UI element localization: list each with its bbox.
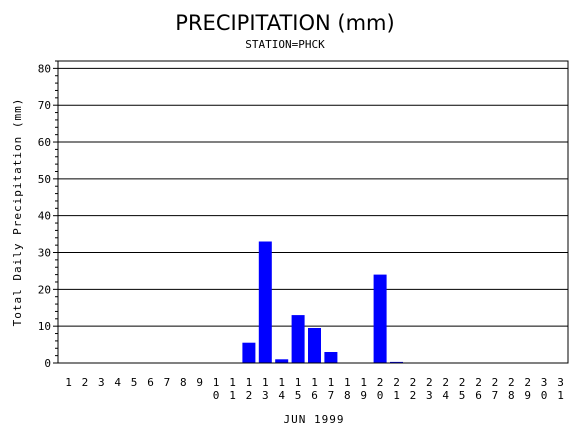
plot-frame xyxy=(57,60,569,364)
bar xyxy=(390,361,403,363)
y-tick-label: 50 xyxy=(38,173,51,186)
y-tick-label: 80 xyxy=(38,62,51,75)
bar xyxy=(373,274,387,363)
y-tick-label: 60 xyxy=(38,136,51,149)
x-tick-label: 7 xyxy=(164,376,171,389)
bar xyxy=(258,241,272,363)
x-tick-label: 8 xyxy=(180,376,187,389)
bars xyxy=(242,241,403,363)
y-axis-label: Total Daily Precipitation (mm) xyxy=(11,98,24,327)
y-tick-label: 20 xyxy=(38,283,51,296)
bar xyxy=(324,352,338,363)
bar xyxy=(291,315,305,363)
bar xyxy=(308,328,321,363)
y-tick-label: 30 xyxy=(38,247,51,260)
x-axis-ticks: 1 2 3 4 5 6 7 8 9 1 01 11 21 31 41 51 61 71 81 92 02 12 22 32 42… xyxy=(65,376,564,402)
bar xyxy=(242,342,256,363)
x-tick-label: 9 xyxy=(196,376,203,389)
y-tick-label: 10 xyxy=(38,320,51,333)
x-tick-label: 2 xyxy=(82,376,89,389)
y-tick-label: 0 xyxy=(44,357,51,370)
chart-subtitle: STATION=PHCK xyxy=(245,38,325,51)
x-tick-label: 3 xyxy=(98,376,105,389)
x-tick-label: 5 xyxy=(131,376,138,389)
x-tick-label: 1 xyxy=(65,376,72,389)
bar xyxy=(275,359,289,363)
y-tick-label: 70 xyxy=(38,99,51,112)
gridlines xyxy=(58,67,568,327)
y-axis-ticks: 0 10 20 30 40 50 60 70 80 xyxy=(38,60,58,370)
y-tick-label: 40 xyxy=(38,210,51,223)
x-tick-label: 4 xyxy=(114,376,121,389)
x-axis-label: JUN 1999 xyxy=(284,413,345,426)
x-tick-label: 6 xyxy=(147,376,154,389)
chart-title: PRECIPITATION (mm) xyxy=(175,11,394,35)
